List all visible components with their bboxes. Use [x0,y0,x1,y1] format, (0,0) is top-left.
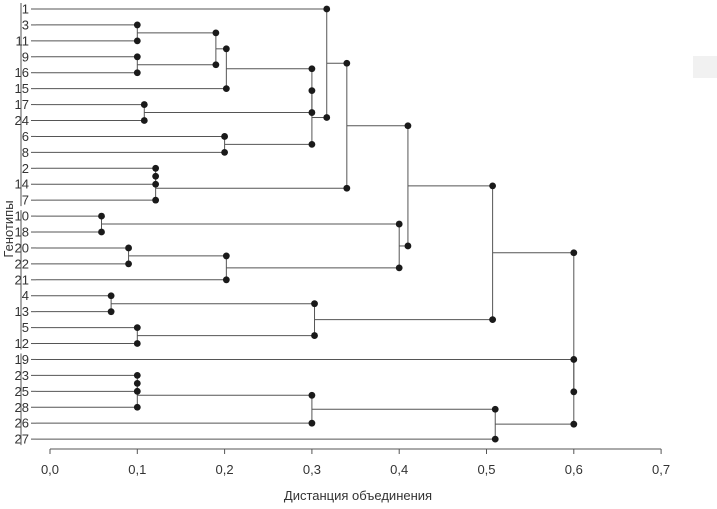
node-m9-24 [140,117,148,124]
leaf-label-15: 15 [15,81,29,96]
node-m24-m23 [489,182,497,190]
node-m23-m22 [404,242,412,250]
leaf-label-9: 9 [22,49,29,64]
x-tick-label-6: 0,6 [565,462,583,477]
node-m25-m19 [491,405,499,413]
node-m20-1 [323,5,331,13]
x-axis: 0,0 0,1 0,2 0,3 0,4 0,5 0,6 0,7 [41,448,670,477]
leaf-label-10: 10 [15,209,29,224]
node-m2-4 [107,292,115,300]
x-tick-label-3: 0,3 [303,462,321,477]
node-m10-14 [152,180,160,188]
node-m17-m13 [308,141,316,148]
x-tick-label-5: 0,5 [477,462,495,477]
leaf-label-17: 17 [15,97,29,112]
node-m26-19 [570,356,578,363]
leaf-label-3: 3 [22,17,29,32]
node-m23-m21 [404,122,412,130]
leaf-label-16: 16 [15,65,29,80]
node-m25-27 [491,435,499,443]
node-m8-m7 [133,379,141,387]
leaf-label-7: 7 [22,193,29,208]
leaf-label-24: 24 [15,113,29,128]
leaf-label-18: 18 [15,225,29,240]
leaf-label-13: 13 [15,304,29,319]
node-m24-m18 [489,316,497,324]
node-m11-m10 [152,172,160,180]
node-m3-22 [125,260,132,268]
node-m19-26 [308,419,316,427]
node-m13-6 [221,133,229,140]
node-m11-7 [152,196,160,204]
leaf-label-1: 1 [22,2,29,17]
node-m10-2 [152,164,160,172]
leaf-label-22: 22 [15,256,29,271]
dendrogram-branches [36,8,575,440]
node-m5-9 [133,53,141,61]
node-m4-11 [133,37,141,45]
node-m6-5 [133,324,141,331]
node-m15-m3 [222,252,230,260]
leaf-label-4: 4 [22,288,29,303]
node-m14-m12 [222,45,230,53]
leaf-label-11: 11 [16,33,30,48]
leaf-label-27: 27 [15,432,29,447]
leaf-label-21: 21 [15,272,29,287]
y-axis-title: Генотипы [1,200,16,257]
node-m17-m16 [308,87,316,95]
leaf-labels: 1311916151724682147101820222141351219232… [15,2,36,447]
node-m6-12 [133,340,141,347]
leaf-label-25: 25 [15,384,29,399]
node-m18-m6 [311,332,318,339]
x-tick-label-4: 0,4 [390,462,408,477]
node-m7-23 [133,371,141,379]
node-m18-m2 [311,300,318,308]
x-tick-label-2: 0,2 [216,462,234,477]
node-m7-25 [133,387,141,395]
background-decoration [693,56,717,78]
leaf-label-14: 14 [15,177,29,192]
node-m16-m9 [308,109,316,116]
node-m2-13 [107,308,115,316]
node-m12-m4 [212,29,220,37]
node-m15-21 [222,276,230,284]
leaf-label-26: 26 [15,416,29,431]
node-m26-m25 [570,420,578,428]
node-m20-m17 [323,114,331,121]
node-m8-28 [133,403,141,411]
node-m27-m26 [570,388,578,396]
node-m1-10 [98,212,105,220]
leaf-label-20: 20 [15,240,29,255]
node-m27-m24 [570,249,578,257]
x-tick-label-0: 0,0 [41,462,59,477]
node-m16-m14 [308,65,316,73]
node-m14-15 [222,85,230,93]
node-m21-m11 [343,184,351,192]
leaf-label-12: 12 [15,336,29,351]
node-m19-m8 [308,391,316,399]
node-m9-17 [140,101,148,108]
node-m22-m15 [395,264,403,272]
x-axis-title: Дистанция объединения [284,488,432,503]
node-m4-3 [133,21,141,29]
x-tick-label-1: 0,1 [128,462,146,477]
node-m21-m20 [343,59,351,67]
node-m13-8 [221,148,229,156]
leaf-label-2: 2 [22,161,29,176]
leaf-label-23: 23 [15,368,29,383]
node-m3-20 [125,244,132,252]
node-m22-m1 [395,220,403,228]
leaf-label-5: 5 [22,320,29,335]
leaf-label-28: 28 [15,400,29,415]
leaf-label-8: 8 [22,145,29,160]
node-m5-16 [133,69,141,77]
node-m12-m5 [212,61,220,69]
x-tick-label-7: 0,7 [652,462,670,477]
leaf-label-6: 6 [22,129,29,144]
node-m1-18 [98,228,105,236]
dendrogram-nodes [98,5,578,443]
leaf-label-19: 19 [15,352,29,367]
